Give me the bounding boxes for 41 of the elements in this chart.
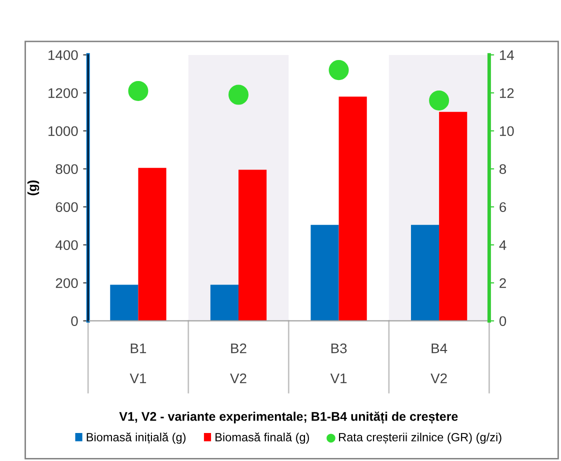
- bar: [439, 112, 468, 321]
- y2-tick-label: 0: [499, 316, 506, 326]
- x-axis-title: V1, V2 - variante experimentale; B1-B4 unități de creștere: [119, 412, 458, 424]
- y-tick-label: 600: [56, 202, 78, 212]
- text: V1: [330, 374, 347, 384]
- y2-tick-label: 8: [500, 164, 506, 174]
- point: [429, 90, 450, 110]
- legend-label: Biomasă finală (g): [216, 432, 309, 444]
- point: [228, 84, 249, 105]
- y-tick-label: 1400: [48, 50, 78, 60]
- y2-tick-label: 10: [500, 126, 514, 136]
- x-tick-label: B1: [130, 344, 146, 354]
- point: [328, 60, 349, 80]
- text: V1: [130, 374, 146, 384]
- bar: [110, 284, 138, 321]
- y-tick-label: 1200: [48, 88, 78, 98]
- y-tick-label: 400: [56, 240, 78, 250]
- x-tick-label: B4: [432, 344, 448, 354]
- bar: [138, 168, 166, 321]
- bar: [238, 170, 267, 321]
- legend-label: Rata creșterii zilnice (GR) (g/zi): [339, 432, 502, 444]
- y2-tick-label: 14: [500, 50, 514, 60]
- legend-label: Biomasă inițială (g): [86, 432, 186, 444]
- y2-tick-label: 2: [500, 278, 506, 288]
- x-tick-label: B3: [331, 343, 347, 354]
- bar: [410, 224, 440, 321]
- bar: [310, 224, 339, 321]
- y2-tick-label: 12: [500, 88, 514, 98]
- text: V2: [230, 373, 246, 384]
- bar: [338, 96, 367, 321]
- y-tick-label: 200: [56, 278, 78, 288]
- y2-tick-label: 4: [499, 240, 506, 250]
- y-tick-label: 0: [71, 316, 78, 326]
- bar: [210, 284, 238, 321]
- y-tick-label: 1000: [48, 126, 78, 136]
- y-tick-label: 800: [56, 164, 78, 174]
- x-tick-label: B2: [231, 343, 246, 354]
- y-axis-title: (g): [27, 180, 40, 196]
- y2-tick-label: 6: [500, 202, 506, 212]
- point: [128, 80, 148, 101]
- text: V2: [430, 373, 447, 384]
